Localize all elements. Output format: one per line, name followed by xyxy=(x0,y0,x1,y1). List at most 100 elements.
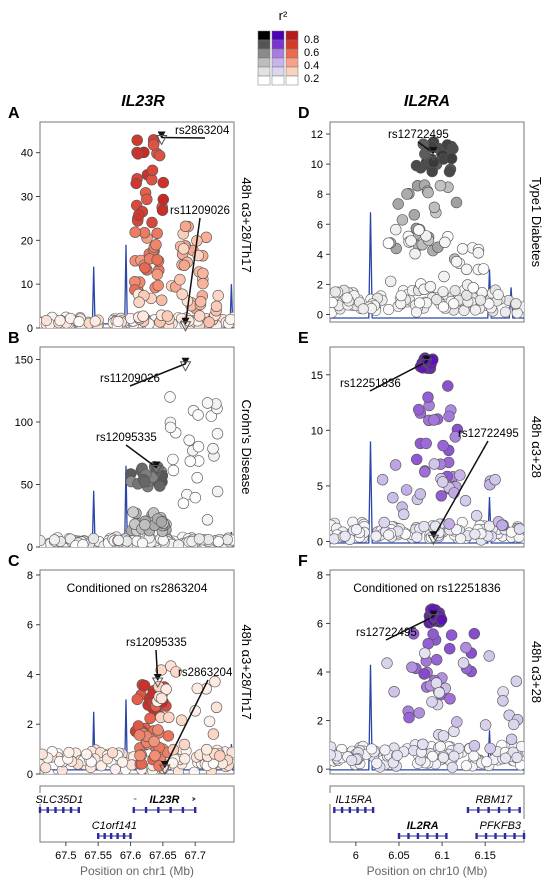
lead-snp-marker xyxy=(427,614,440,625)
snp-point xyxy=(411,531,423,543)
snp-point xyxy=(191,682,204,695)
r2-legend: r² 0.8 0.6 0.4 0.2 xyxy=(257,8,319,86)
legend-label-0: 0.8 xyxy=(304,34,319,46)
y-tick-label: 15 xyxy=(311,370,323,382)
snp-point xyxy=(350,523,362,535)
y-tick-label: 20 xyxy=(21,235,33,247)
snp-point xyxy=(460,263,473,275)
gene-exon xyxy=(38,807,42,813)
gene-label: IL2RA xyxy=(407,820,439,832)
snp-point xyxy=(383,529,395,541)
snp-point xyxy=(330,749,336,761)
gene-exon xyxy=(371,807,375,813)
snp-point xyxy=(341,292,353,304)
snp-point xyxy=(137,537,148,547)
snp-point xyxy=(419,647,431,659)
panel-letter: D xyxy=(298,105,310,122)
snp-point xyxy=(470,510,483,522)
panel-letter: F xyxy=(298,553,308,570)
snp-point xyxy=(418,668,430,680)
snp-point xyxy=(401,188,413,200)
gene-label: IL15RA xyxy=(335,794,372,806)
snp-point xyxy=(492,289,504,301)
legend-swatch xyxy=(257,75,271,86)
gene-exon xyxy=(194,807,197,813)
y-tick-label: 2 xyxy=(317,279,323,291)
snp-point xyxy=(203,715,216,728)
y-tick-label: 40 xyxy=(21,148,33,160)
snp-point xyxy=(427,750,439,762)
snp-point xyxy=(400,484,413,496)
gene-exon xyxy=(77,807,80,813)
gene-label-bg xyxy=(472,819,529,830)
snp-point xyxy=(379,744,391,756)
snp-point xyxy=(133,296,145,308)
snp-point xyxy=(428,201,441,214)
snp-point xyxy=(211,485,224,498)
snp-arrow xyxy=(432,440,489,538)
left-column-title: IL23R xyxy=(121,93,165,110)
snp-point xyxy=(193,310,206,322)
snp-point xyxy=(454,469,466,481)
lead-snp-marker xyxy=(179,361,192,372)
lead-snp-marker xyxy=(427,150,440,162)
gene-exon xyxy=(333,807,336,813)
gene-exon xyxy=(157,807,160,813)
snp-point xyxy=(457,657,470,669)
snp-point xyxy=(513,523,524,535)
snp-point xyxy=(40,762,52,774)
snp-point xyxy=(88,532,100,544)
snp-point xyxy=(152,724,164,736)
y-tick-label: 0 xyxy=(317,536,323,548)
snp-point xyxy=(330,297,338,308)
snp-point xyxy=(428,458,440,470)
gene-exon xyxy=(416,833,420,839)
snp-point xyxy=(138,679,151,692)
snp-point xyxy=(437,286,449,298)
snp-point xyxy=(139,476,151,488)
gene-exon xyxy=(426,833,429,839)
snp-point xyxy=(132,148,144,160)
gene-exon xyxy=(144,807,148,813)
snp-point xyxy=(147,139,160,151)
snp-point xyxy=(510,298,522,310)
snp-arrow xyxy=(369,361,427,392)
snp-point xyxy=(414,488,426,500)
lead-snp-marker xyxy=(151,677,164,688)
snp-point xyxy=(193,533,205,545)
snp-point xyxy=(130,177,142,190)
x-tick-label: 67.55 xyxy=(84,850,112,862)
snp-point xyxy=(444,693,456,705)
snp-point xyxy=(203,316,215,328)
snp-point xyxy=(179,220,192,233)
lead-snp-marker xyxy=(179,321,192,332)
lead-snp-marker xyxy=(158,764,171,776)
snp-point xyxy=(214,750,226,762)
snp-point xyxy=(385,275,397,288)
snp-point xyxy=(499,306,511,318)
snp-point xyxy=(134,749,146,762)
snp-point xyxy=(467,282,479,294)
gene-label: SLC35D1 xyxy=(36,794,84,806)
y-tick-label: 4 xyxy=(317,249,323,261)
snp-point xyxy=(170,666,182,678)
snp-point xyxy=(460,760,472,772)
snp-point xyxy=(155,692,168,704)
gene-exon xyxy=(477,807,480,813)
snp-point xyxy=(157,193,170,206)
side-label: 48h α3+28/Th17 xyxy=(239,624,254,719)
snp-point xyxy=(489,474,501,486)
snp-point xyxy=(409,248,421,260)
snp-point xyxy=(154,480,166,492)
legend-swatch xyxy=(285,75,299,86)
snp-point xyxy=(426,696,438,708)
gene-label-bg xyxy=(136,793,193,804)
snp-point xyxy=(212,536,224,547)
snp-point xyxy=(468,750,480,762)
snp-point xyxy=(398,508,410,520)
gene-exon xyxy=(116,833,119,839)
snp-point xyxy=(469,304,481,316)
snp-point xyxy=(162,730,175,742)
x-tick-label: 6.15 xyxy=(474,850,495,862)
panel-letter: C xyxy=(8,553,20,570)
